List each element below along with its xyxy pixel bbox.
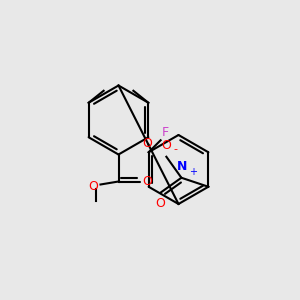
Text: F: F xyxy=(162,126,169,139)
Text: -: - xyxy=(173,144,177,154)
Text: O: O xyxy=(142,137,152,150)
Text: O: O xyxy=(142,175,152,188)
Text: +: + xyxy=(189,167,197,177)
Text: O: O xyxy=(155,197,165,210)
Text: N: N xyxy=(177,160,187,173)
Text: O: O xyxy=(161,139,171,152)
Text: O: O xyxy=(88,179,98,193)
